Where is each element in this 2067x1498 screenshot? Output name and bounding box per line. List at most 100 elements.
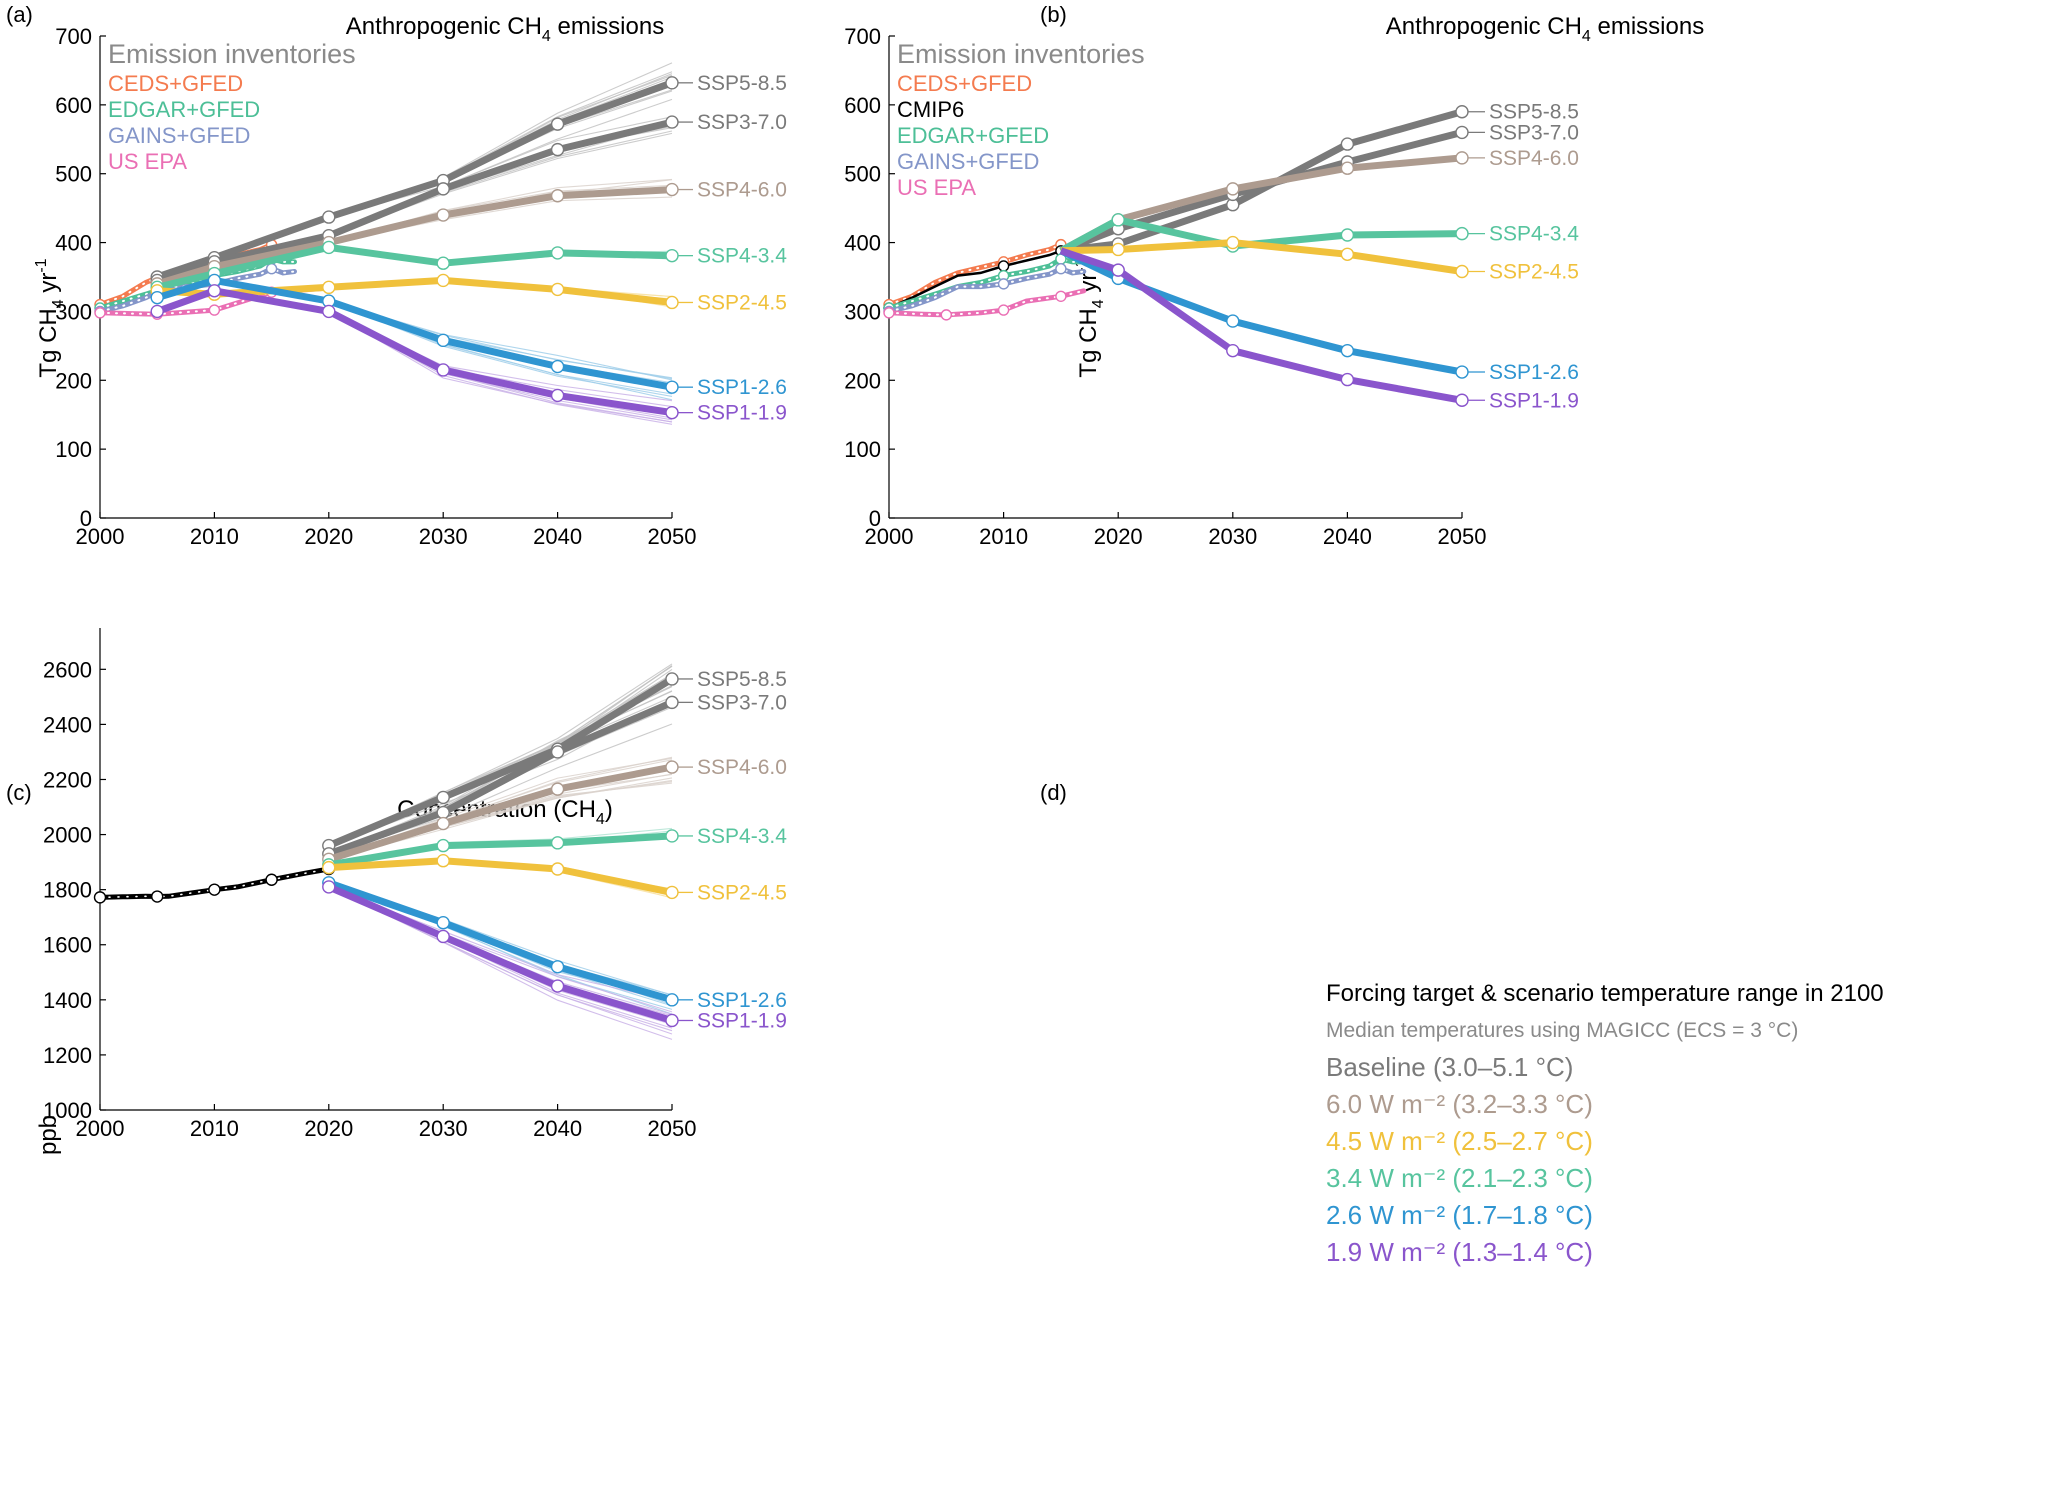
observed-point (208, 883, 221, 896)
legend-item-gains-gfed: GAINS+GFED (108, 123, 250, 148)
scenario-point-ssp4-6-0 (1226, 182, 1240, 196)
panel-c: (c) Concentration (CH4) ppb 100012001400… (6, 628, 787, 1155)
x-tick-label: 2010 (979, 524, 1028, 549)
scenario-point-ssp1-1-9 (550, 979, 565, 993)
scenario-point-ssp1-2-6 (436, 916, 450, 930)
scenario-point-ssp3-7-0 (665, 695, 679, 710)
y-tick-label: 500 (55, 162, 92, 187)
scenario-point-ssp3-7-0 (436, 182, 450, 196)
y-tick-label: 0 (80, 506, 92, 531)
y-tick-label: 600 (55, 93, 92, 118)
inventory-point-gains-gfed (997, 278, 1010, 290)
x-tick-label: 2030 (419, 1116, 468, 1141)
y-tick-label: 100 (844, 437, 881, 462)
legend-d-items: Baseline (3.0–5.1 °C) 6.0 W m⁻² (3.2–3.3 … (1326, 1049, 1884, 1271)
scenario-point-ssp2-4-5 (665, 295, 679, 310)
scenario-point-ssp4-3-4 (436, 838, 450, 853)
x-tick-label: 2040 (533, 524, 582, 549)
x-tick-label: 2010 (190, 1116, 239, 1141)
panel-c-axes: 1000 1200 1400 1600 1800 2000 2200 2400 2600 2000… (43, 628, 696, 1141)
panel-label-c: (c) (6, 780, 32, 805)
y-tick-label: 400 (844, 231, 881, 256)
scenario-point-ssp2-4-5 (550, 282, 565, 297)
panel-a-ylabel: Tg CH4 yr-1 (33, 258, 67, 377)
y-tick-label: 1800 (43, 878, 92, 903)
scenario-line-ssp4-6-0 (156, 186, 673, 288)
scenario-point-ssp4-3-4 (436, 256, 450, 270)
scenario-point-ssp3-7-0 (550, 745, 565, 759)
legend-item-ceds-gfed: CEDS+GFED (108, 71, 243, 96)
scenario-point-ssp2-4-5 (436, 273, 450, 288)
inventory-point-gains-gfed (265, 263, 278, 275)
scenario-point-ssp1-1-9 (207, 284, 222, 298)
scenario-label-ssp5-8-5: SSP5-8.5 (697, 668, 787, 691)
panel-d-legend: Forcing target & scenario temperature ra… (1326, 975, 1884, 1271)
scenario-point-ssp1-1-9 (665, 405, 679, 420)
panel-label-d: (d) (1040, 780, 1067, 805)
scenario-point-ssp4-3-4 (1455, 226, 1469, 241)
scenario-label-ssp4-3-4: SSP4-3.4 (697, 245, 787, 268)
scenario-label-ssp1-2-6: SSP1-2.6 (697, 376, 787, 399)
scenario-label-ssp1-1-9: SSP1-1.9 (1489, 389, 1579, 412)
x-tick-label: 2020 (304, 524, 353, 549)
legend-item-cmip6: CMIP6 (897, 97, 964, 122)
scenario-point-ssp2-4-5 (322, 860, 336, 875)
ensemble-line-ssp3-7-0 (328, 127, 673, 237)
scenario-point-ssp1-2-6 (550, 359, 565, 374)
scenario-point-ssp1-1-9 (550, 388, 565, 403)
panel-c-ylabel: ppb (35, 1115, 62, 1155)
x-tick-label: 2030 (1208, 524, 1257, 549)
panel-a: (a) Anthropogenic CH4 emissions Tg CH4 y… (6, 2, 787, 549)
scenario-point-ssp4-3-4 (550, 836, 565, 850)
panel-b-axes: 0 100 200 300 400 500 600 700 2000 2010 2020 2030 20… (844, 24, 1486, 549)
inventory-point-cmip6 (997, 260, 1010, 272)
legend-item-us-epa: US EPA (897, 175, 976, 200)
scenario-label-ssp4-6-0: SSP4-6.0 (1489, 147, 1579, 170)
scenario-point-ssp2-4-5 (1340, 247, 1355, 261)
legend-item-us-epa: US EPA (108, 149, 187, 174)
y-tick-label: 500 (844, 162, 881, 187)
scenario-point-ssp1-1-9 (322, 880, 336, 894)
panel-a-ensemble-lines (328, 62, 673, 425)
legend-d-item: 4.5 W m⁻² (2.5–2.7 °C) (1326, 1126, 1593, 1156)
x-tick-label: 2050 (648, 524, 697, 549)
legend-header: Emission inventories (108, 39, 356, 69)
scenario-line-ssp2-4-5 (328, 857, 673, 896)
scenario-point-ssp2-4-5 (1111, 242, 1125, 257)
y-tick-label: 700 (844, 24, 881, 49)
y-tick-label: 2000 (43, 823, 92, 848)
scenario-point-ssp1-2-6 (550, 960, 565, 974)
legend-item-edgar-gfed: EDGAR+GFED (897, 123, 1049, 148)
scenario-label-ssp4-6-0: SSP4-6.0 (697, 179, 787, 202)
legend-d-item: Baseline (3.0–5.1 °C) (1326, 1052, 1574, 1082)
legend-d-title: Forcing target & scenario temperature ra… (1326, 980, 1884, 1007)
inventory-point-gains-gfed (1055, 263, 1067, 275)
scenario-point-ssp4-6-0 (1340, 161, 1355, 175)
scenario-point-ssp4-3-4 (1111, 213, 1125, 227)
scenario-line-ssp1-1-9 (156, 287, 673, 417)
ensemble-line-ssp1-2-6 (328, 300, 673, 387)
scenario-point-ssp1-1-9 (1340, 372, 1355, 387)
scenario-point-ssp1-1-9 (436, 363, 450, 377)
scenario-label-ssp1-1-9: SSP1-1.9 (697, 402, 787, 425)
inventory-point-us-epa (208, 304, 221, 316)
y-tick-label: 300 (55, 299, 92, 324)
inventory-point-us-epa (94, 307, 106, 319)
scenario-line-ssp1-2-6 (156, 276, 673, 391)
ensemble-line-ssp3-7-0 (328, 122, 673, 237)
x-tick-label: 2040 (533, 1116, 582, 1141)
scenario-line-ssp5-8-5 (327, 676, 674, 849)
scenario-point-ssp3-7-0 (436, 805, 450, 820)
inventory-point-us-epa (997, 304, 1010, 316)
scenario-point-ssp4-6-0 (436, 208, 450, 222)
x-tick-label: 2050 (648, 1116, 697, 1141)
panel-label-a: (a) (6, 2, 33, 27)
scenario-label-ssp1-2-6: SSP1-2.6 (697, 989, 787, 1012)
panel-a-legend: Emission inventoriesCEDS+GFEDEDGAR+GFEDG… (108, 39, 356, 174)
scenario-label-ssp2-4-5: SSP2-4.5 (697, 881, 787, 904)
scenario-point-ssp4-6-0 (665, 760, 679, 774)
scenario-line-ssp4-6-0 (327, 763, 673, 863)
observed-point (150, 890, 164, 903)
y-tick-label: 400 (55, 231, 92, 256)
